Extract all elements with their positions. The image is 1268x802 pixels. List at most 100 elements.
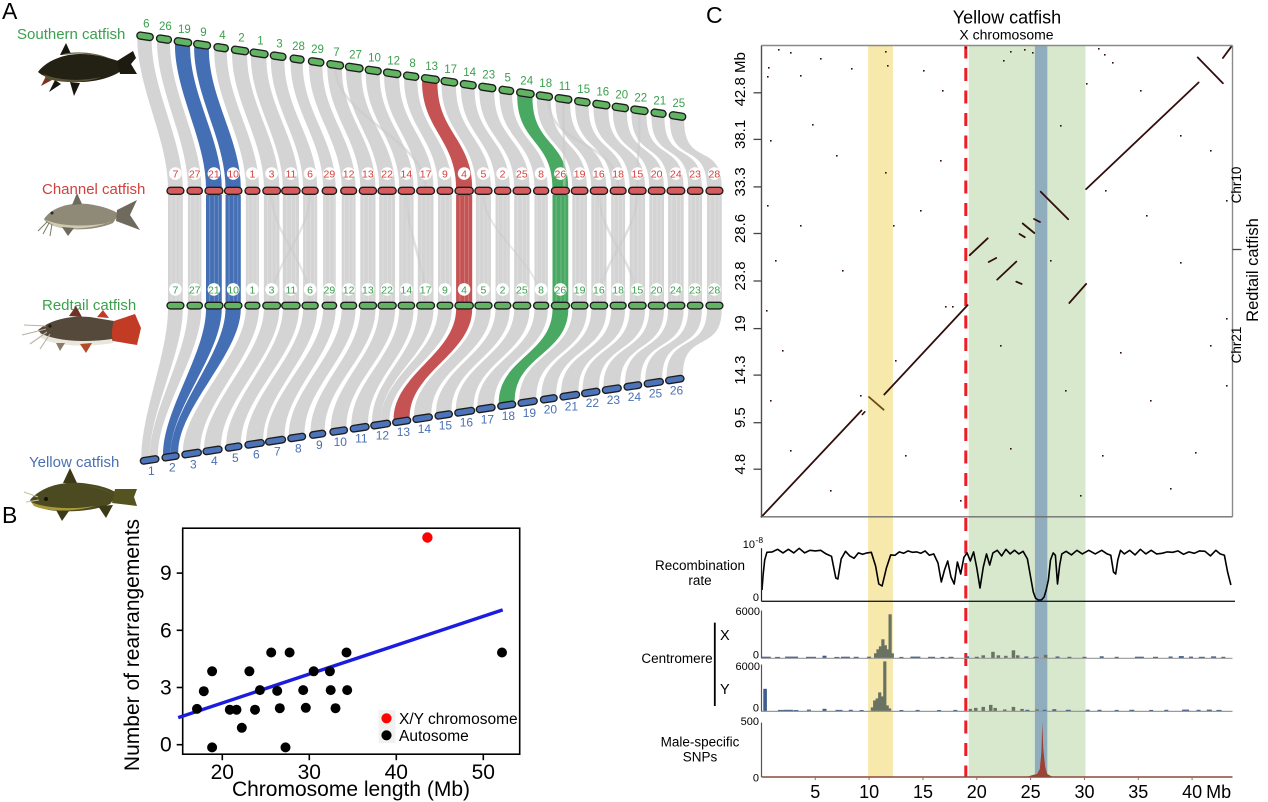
svg-text:29: 29 [324, 284, 336, 296]
svg-text:6: 6 [160, 619, 172, 642]
svg-text:28: 28 [709, 169, 721, 181]
svg-text:28: 28 [709, 284, 721, 296]
svg-text:9: 9 [160, 562, 172, 585]
svg-text:X: X [720, 628, 730, 644]
svg-text:0: 0 [753, 703, 759, 715]
svg-text:1: 1 [257, 36, 263, 48]
svg-text:21: 21 [208, 284, 220, 296]
svg-text:10: 10 [227, 169, 239, 181]
svg-text:13: 13 [362, 284, 374, 296]
svg-text:6000: 6000 [736, 606, 760, 618]
svg-text:16: 16 [460, 416, 474, 430]
svg-text:7: 7 [274, 445, 281, 459]
svg-text:9: 9 [200, 27, 206, 39]
svg-text:8: 8 [538, 169, 544, 181]
svg-text:20: 20 [615, 90, 628, 102]
svg-text:14: 14 [401, 169, 413, 181]
svg-text:6: 6 [253, 448, 260, 462]
svg-text:16: 16 [596, 87, 609, 99]
svg-text:30: 30 [1074, 782, 1094, 802]
svg-text:0: 0 [160, 734, 172, 757]
svg-text:9: 9 [442, 169, 448, 181]
svg-text:21: 21 [208, 169, 220, 181]
svg-text:0: 0 [753, 592, 759, 604]
svg-text:0: 0 [753, 773, 759, 785]
svg-text:14: 14 [418, 422, 432, 436]
svg-text:Autosome: Autosome [399, 728, 469, 745]
svg-text:22: 22 [634, 92, 647, 104]
svg-text:7: 7 [172, 169, 178, 181]
svg-text:C: C [706, 2, 723, 28]
svg-text:Number of rearrangements: Number of rearrangements [121, 519, 144, 771]
svg-text:19: 19 [574, 169, 586, 181]
svg-text:27: 27 [349, 50, 362, 62]
svg-text:8: 8 [409, 58, 415, 70]
svg-text:26: 26 [555, 169, 567, 181]
svg-text:25: 25 [516, 284, 528, 296]
svg-text:15: 15 [632, 169, 644, 181]
svg-text:8: 8 [295, 441, 302, 455]
svg-text:Redtail catfish: Redtail catfish [1244, 218, 1262, 322]
svg-text:6: 6 [307, 284, 313, 296]
svg-text:3: 3 [190, 457, 197, 471]
svg-text:42.8 Mb: 42.8 Mb [732, 52, 749, 106]
svg-text:Redtail catfish: Redtail catfish [42, 297, 136, 314]
svg-text:12: 12 [376, 428, 390, 442]
svg-text:2: 2 [169, 461, 176, 475]
svg-text:2: 2 [238, 33, 244, 45]
svg-text:10: 10 [859, 782, 879, 802]
svg-text:10: 10 [334, 435, 348, 449]
svg-text:14.3: 14.3 [732, 355, 749, 384]
svg-text:17: 17 [444, 64, 457, 76]
svg-text:12: 12 [343, 284, 355, 296]
svg-text:23: 23 [482, 70, 495, 82]
svg-text:12: 12 [387, 55, 400, 67]
svg-text:5: 5 [480, 169, 486, 181]
svg-text:20: 20 [967, 782, 987, 802]
svg-text:22: 22 [381, 169, 393, 181]
svg-text:3: 3 [269, 169, 275, 181]
svg-text:15: 15 [439, 419, 453, 433]
svg-text:2: 2 [500, 169, 506, 181]
svg-text:13: 13 [425, 61, 438, 73]
svg-text:33.3: 33.3 [732, 167, 749, 196]
svg-text:22: 22 [381, 284, 393, 296]
svg-text:Chr10: Chr10 [1229, 167, 1244, 204]
svg-text:15: 15 [632, 284, 644, 296]
svg-text:6000: 6000 [736, 661, 760, 673]
svg-text:4: 4 [211, 454, 218, 468]
svg-text:2: 2 [500, 284, 506, 296]
svg-text:Yellow catfish: Yellow catfish [953, 8, 1061, 28]
svg-text:X chromosome: X chromosome [959, 27, 1053, 43]
svg-text:5: 5 [480, 284, 486, 296]
svg-text:24: 24 [520, 75, 533, 87]
svg-text:20: 20 [211, 761, 234, 784]
svg-text:SNPs: SNPs [683, 750, 718, 765]
svg-text:11: 11 [285, 169, 296, 181]
svg-text:27: 27 [189, 169, 201, 181]
svg-text:12: 12 [343, 169, 355, 181]
svg-text:Chr21: Chr21 [1229, 327, 1244, 364]
svg-text:20: 20 [651, 169, 663, 181]
svg-text:20: 20 [651, 284, 663, 296]
svg-text:24: 24 [670, 284, 682, 296]
svg-text:25: 25 [649, 387, 663, 401]
svg-text:26: 26 [159, 21, 172, 33]
svg-text:Centromere: Centromere [641, 651, 712, 666]
svg-text:8: 8 [538, 284, 544, 296]
svg-text:-8: -8 [756, 535, 764, 545]
svg-text:10: 10 [368, 53, 381, 65]
svg-text:50: 50 [472, 761, 495, 784]
svg-text:5: 5 [232, 451, 239, 465]
svg-text:28: 28 [292, 41, 305, 53]
svg-text:16: 16 [593, 284, 605, 296]
svg-text:rate: rate [688, 573, 711, 588]
svg-text:500: 500 [741, 716, 759, 728]
svg-text:29: 29 [311, 44, 324, 56]
svg-text:9.5: 9.5 [732, 407, 749, 428]
svg-text:7: 7 [333, 47, 339, 59]
svg-text:5: 5 [810, 782, 820, 802]
svg-text:9: 9 [442, 284, 448, 296]
svg-text:23: 23 [689, 284, 701, 296]
svg-text:24: 24 [628, 390, 642, 404]
